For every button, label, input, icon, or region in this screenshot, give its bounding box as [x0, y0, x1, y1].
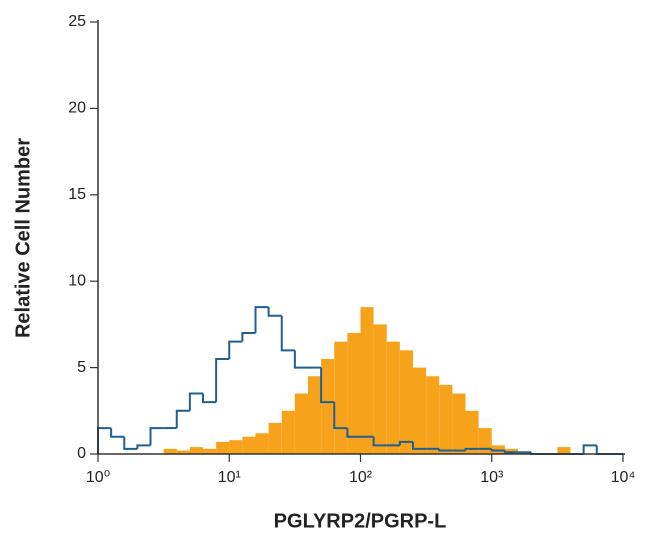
histogram-step — [110, 428, 125, 438]
y-tick-label: 25 — [68, 13, 86, 30]
histogram-step — [503, 450, 519, 454]
histogram-step — [333, 402, 348, 430]
histogram-bar — [255, 433, 269, 454]
histogram-step — [280, 315, 295, 352]
histogram-step — [398, 440, 414, 446]
x-tick-label: 10¹ — [218, 469, 241, 486]
histogram-bar — [176, 450, 190, 454]
histogram-bar — [426, 376, 440, 454]
histogram-bar — [334, 341, 348, 454]
histogram-step — [123, 436, 138, 450]
histogram-step — [346, 428, 361, 438]
histogram-bar — [386, 341, 400, 454]
histogram-bar — [465, 410, 479, 454]
histogram-bar — [452, 393, 466, 454]
histogram-step — [582, 444, 597, 454]
histogram-step — [149, 427, 164, 446]
histogram-step — [175, 409, 190, 429]
histogram-bar — [294, 393, 308, 454]
y-axis-title: Relative Cell Number — [12, 138, 34, 338]
histogram-step — [464, 447, 479, 451]
x-tick-label: 10⁴ — [611, 469, 636, 486]
histogram-step — [254, 306, 269, 334]
histogram-bar — [242, 436, 256, 454]
histogram-bar — [347, 333, 361, 454]
histogram-step — [215, 357, 230, 403]
histogram-bar — [281, 410, 295, 454]
histogram-step — [372, 436, 387, 447]
histogram-bar — [360, 307, 374, 454]
histogram-bar — [203, 448, 217, 454]
y-tick-label: 5 — [77, 359, 86, 376]
histogram-bar — [307, 376, 322, 454]
x-tick-label: 10³ — [480, 469, 504, 486]
y-tick-label: 20 — [68, 100, 86, 117]
histogram-bar — [399, 350, 414, 454]
histogram-bar — [557, 447, 571, 454]
histogram-step — [320, 367, 335, 404]
histogram-step — [241, 332, 256, 342]
histogram-bar — [268, 422, 282, 454]
histogram-bar — [229, 440, 243, 454]
y-tick-label: 15 — [68, 186, 86, 203]
x-axis-title: PGLYRP2/PGRP-L — [274, 510, 447, 532]
x-tick-label: 10⁰ — [86, 469, 110, 486]
histogram-step — [412, 441, 427, 450]
histogram-bar — [216, 441, 230, 454]
histogram-bar — [439, 384, 453, 454]
y-tick-label: 10 — [68, 272, 86, 289]
histogram-bar — [321, 358, 335, 454]
histogram-bar — [163, 448, 177, 454]
histogram-bar — [189, 447, 204, 454]
histogram-step — [97, 427, 112, 454]
histogram-bar — [373, 324, 387, 454]
x-tick-label: 10² — [349, 469, 373, 486]
y-tick-label: 0 — [77, 445, 86, 462]
histogram-step — [228, 340, 243, 359]
histogram-bar — [478, 428, 492, 454]
histogram-step — [438, 448, 453, 452]
histogram-step — [595, 445, 610, 455]
histogram-step — [293, 350, 308, 369]
histogram-step — [202, 393, 217, 404]
histogram-step — [267, 307, 282, 317]
histogram-bar — [413, 367, 427, 454]
histogram-step — [136, 444, 151, 449]
histogram-step — [188, 392, 204, 411]
histogram-step — [490, 448, 505, 452]
